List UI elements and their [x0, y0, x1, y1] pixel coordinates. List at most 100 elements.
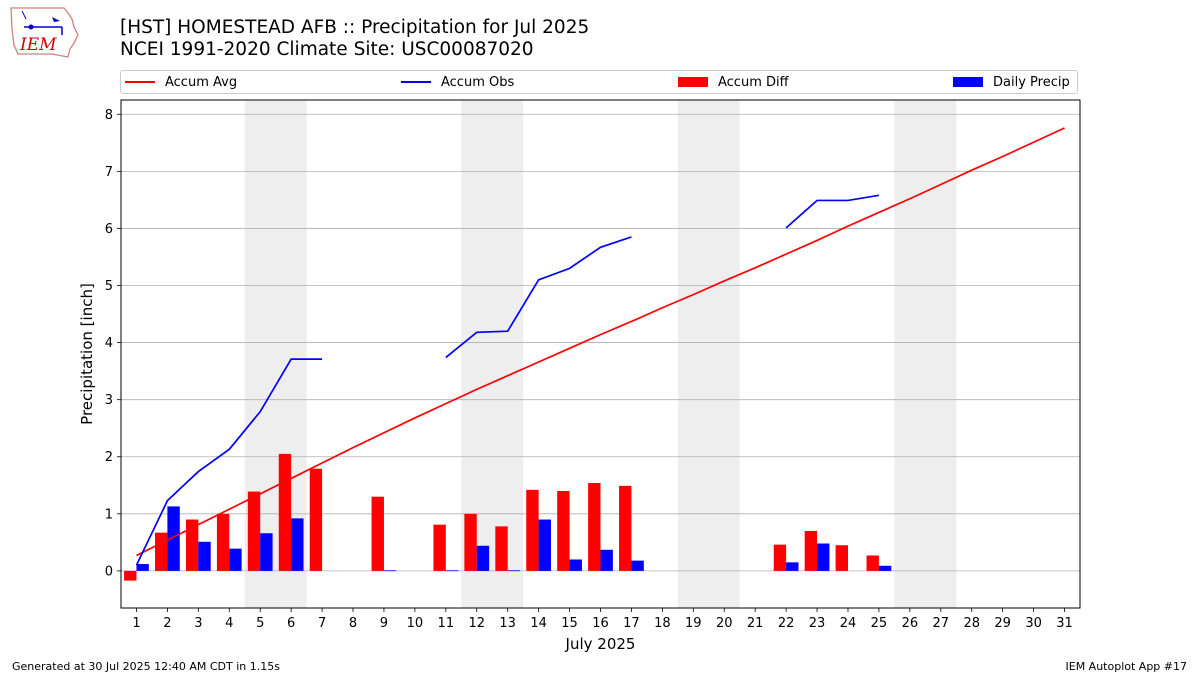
x-tick-label-16: 16	[592, 616, 609, 631]
legend-label-accum-obs: Accum Obs	[441, 74, 515, 90]
bar-daily-precip-11	[445, 570, 459, 572]
legend-label-accum-avg: Accum Avg	[165, 74, 238, 90]
bar-accum-diff-22	[773, 544, 787, 571]
x-tick-label-13: 13	[499, 616, 516, 631]
bar-accum-diff-15	[557, 490, 570, 571]
x-tick-label-4: 4	[225, 616, 233, 631]
legend-item-daily-precip: Daily Precip	[953, 71, 1070, 93]
x-tick-label-17: 17	[623, 616, 640, 631]
line-accum-obs-segment-2	[445, 236, 632, 359]
x-axis: 1 2 3 4 5 6 7 8 9 10 11 12 13 14 15 16 17 18 19 20 21 22 23 24 2…	[132, 608, 1073, 631]
bar-accum-diff-9	[371, 496, 384, 571]
x-tick-label-22: 22	[778, 616, 795, 631]
bar-accum-diff-16	[588, 482, 601, 571]
bar-daily-precip-3	[198, 541, 211, 571]
bar-daily-precip-1	[136, 564, 149, 571]
logo-text: IEM	[19, 35, 57, 55]
y-tick-label-8: 8	[105, 108, 113, 123]
x-tick-label-12: 12	[468, 616, 485, 631]
footer-app: IEM Autoplot App #17	[1065, 660, 1188, 673]
bar-accum-diff-13	[495, 526, 508, 571]
x-tick-label-2: 2	[163, 616, 171, 631]
y-axis: 0 1 2 3 4 5 6 7 8	[105, 108, 121, 579]
bar-daily-precip-9	[383, 570, 397, 572]
iem-logo: IEM	[10, 7, 79, 58]
legend-label-daily-precip: Daily Precip	[993, 74, 1070, 90]
bar-daily-precip-22	[786, 562, 799, 571]
bar-accum-diff-25	[866, 555, 879, 571]
x-tick-label-11: 11	[438, 616, 455, 631]
x-tick-label-26: 26	[902, 616, 919, 631]
bar-accum-diff-7	[309, 468, 323, 571]
bar-accum-diff-14	[526, 489, 539, 571]
x-tick-label-19: 19	[685, 616, 702, 631]
bar-daily-precip-6	[291, 518, 304, 571]
bar-accum-diff-1	[124, 570, 137, 581]
x-tick-label-14: 14	[530, 616, 547, 631]
x-tick-label-21: 21	[747, 616, 764, 631]
weekend-band-19	[677, 100, 740, 608]
bar-accum-diff-2	[155, 532, 168, 571]
legend-item-accum-obs: Accum Obs	[401, 71, 514, 93]
x-tick-label-3: 3	[194, 616, 202, 631]
footer-generated: Generated at 30 Jul 2025 12:40 AM CDT in…	[12, 660, 280, 673]
legend-swatch-accum-obs	[401, 81, 431, 83]
bar-accum-diff-3	[185, 519, 199, 571]
x-tick-label-5: 5	[256, 616, 264, 631]
y-tick-label-3: 3	[105, 393, 113, 408]
bar-daily-precip-13	[507, 570, 521, 572]
legend-swatch-accum-diff	[678, 77, 708, 87]
x-tick-label-24: 24	[840, 616, 857, 631]
bar-accum-diff-5	[247, 491, 261, 571]
bar-daily-precip-25	[878, 565, 892, 571]
bar-accum-diff-6	[278, 453, 292, 571]
x-tick-label-25: 25	[871, 616, 888, 631]
bar-accum-diff-11	[433, 524, 446, 571]
legend-label-accum-diff: Accum Diff	[718, 74, 789, 90]
x-axis-label: July 2025	[565, 635, 636, 653]
y-axis-label: Precipitation [inch]	[78, 283, 96, 425]
y-tick-label-4: 4	[105, 336, 113, 351]
bar-daily-precip-14	[538, 519, 552, 571]
x-tick-label-31: 31	[1056, 616, 1073, 631]
bar-accum-diff-24	[835, 545, 848, 571]
x-tick-label-7: 7	[318, 616, 326, 631]
x-tick-label-23: 23	[809, 616, 826, 631]
x-tick-label-18: 18	[654, 616, 671, 631]
bar-daily-precip-23	[817, 543, 830, 571]
line-accum-obs-segment-1	[135, 358, 323, 566]
y-tick-label-0: 0	[105, 564, 113, 579]
x-tick-label-15: 15	[561, 616, 578, 631]
legend-swatch-daily-precip	[953, 77, 983, 87]
legend-item-accum-diff: Accum Diff	[678, 71, 789, 93]
y-tick-label-5: 5	[105, 279, 113, 294]
bar-accum-diff-12	[464, 513, 477, 571]
y-tick-label-7: 7	[105, 165, 113, 180]
x-tick-label-8: 8	[349, 616, 357, 631]
x-tick-label-9: 9	[380, 616, 388, 631]
x-tick-label-10: 10	[407, 616, 424, 631]
bar-daily-precip-17	[631, 560, 644, 571]
y-tick-label-1: 1	[105, 507, 113, 522]
x-tick-label-29: 29	[994, 616, 1011, 631]
bar-daily-precip-5	[260, 533, 273, 571]
bar-daily-precip-4	[229, 548, 242, 571]
x-tick-label-20: 20	[716, 616, 733, 631]
bar-accum-diff-23	[804, 530, 818, 571]
line-accum-avg	[136, 127, 1065, 557]
bar-accum-diff-4	[216, 513, 230, 571]
x-tick-label-6: 6	[287, 616, 295, 631]
line-accum-obs-segment-3	[785, 194, 880, 229]
legend-swatch-accum-avg	[125, 81, 155, 83]
legend-item-accum-avg: Accum Avg	[125, 71, 237, 93]
y-tick-label-2: 2	[105, 450, 113, 465]
lines-layer	[135, 127, 1065, 566]
bar-daily-precip-2	[167, 506, 180, 571]
x-tick-label-30: 30	[1025, 616, 1042, 631]
y-tick-label-6: 6	[105, 222, 113, 237]
x-tick-label-1: 1	[132, 616, 140, 631]
chart-title: [HST] HOMESTEAD AFB :: Precipitation for…	[120, 17, 590, 38]
weekend-band-26	[894, 100, 957, 608]
bar-daily-precip-12	[476, 545, 490, 571]
bar-accum-diff-17	[619, 485, 632, 571]
